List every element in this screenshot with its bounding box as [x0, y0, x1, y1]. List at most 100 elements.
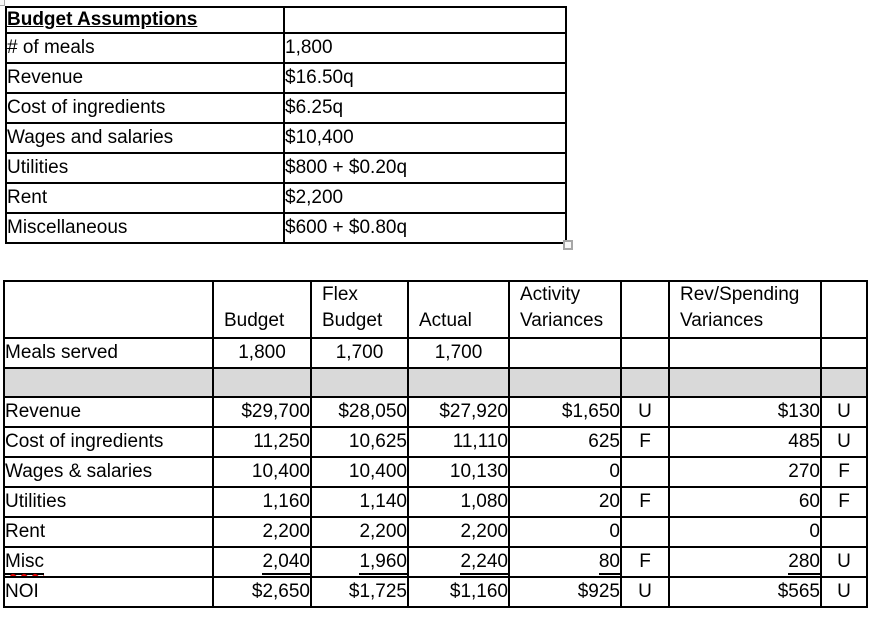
rev-spending-variance-cell: 0: [668, 516, 822, 548]
spacer-cell: [212, 367, 312, 398]
row-label-cell: Cost of ingredients: [5, 92, 285, 124]
row-label-cell: Meals served: [3, 337, 214, 369]
row-value-cell: 1,800: [283, 32, 567, 64]
header-rev-spending-variances: Rev/Spending Variances: [668, 280, 822, 339]
rev-spending-flag-cell: [820, 516, 868, 548]
activity-variance-cell: 20: [508, 486, 622, 518]
activity-flag-cell: [620, 456, 670, 488]
row-label-cell: Wages and salaries: [5, 122, 285, 154]
meals-budget-cell: 1,800: [212, 337, 312, 369]
row-utilities: Utilities 1,160 1,140 1,080 20 F 60 F: [3, 486, 868, 518]
rev-spending-flag-cell: U: [820, 396, 868, 428]
misc-label-spellcheck: Misc: [6, 551, 45, 575]
row-rent: Rent 2,200 2,200 2,200 0 0: [3, 516, 868, 548]
flex-budget-cell: 1,140: [310, 486, 409, 518]
row-label-cell: Utilities: [5, 152, 285, 184]
rev-spending-variance-cell: 270: [668, 456, 822, 488]
actual-cell: 2,200: [407, 516, 510, 548]
row-label-cell: Rent: [3, 516, 214, 548]
rev-spending-variance-cell: $130: [668, 396, 822, 428]
budget-cell: $2,650: [212, 576, 312, 608]
budget-cell: 11,250: [212, 426, 312, 458]
flex-budget-cell: $1,725: [310, 576, 409, 608]
row-value-cell: $2,200: [283, 182, 567, 214]
spacer-cell: [820, 367, 868, 398]
header-actual: Actual: [407, 280, 510, 339]
row-label-cell: Revenue: [3, 396, 214, 428]
underlined-value: 280: [788, 551, 819, 575]
row-ingredients-assumption: Cost of ingredients $6.25q: [5, 92, 567, 124]
variance-table: Budget Flex Budget Actual Activity Varia…: [3, 280, 868, 608]
row-label-cell: Misc: [3, 546, 214, 578]
budget-cell: $29,700: [212, 396, 312, 428]
assumptions-title-cell: Budget Assumptions: [5, 6, 285, 34]
budget-assumptions-table: Budget Assumptions # of meals 1,800 Reve…: [5, 6, 567, 244]
rev-spending-variance-cell: 280: [668, 546, 822, 578]
row-value-cell: $800 + $0.20q: [283, 152, 567, 184]
actual-cell: 11,110: [407, 426, 510, 458]
row-rent-assumption: Rent $2,200: [5, 182, 567, 214]
row-meals-served: Meals served 1,800 1,700 1,700: [3, 337, 868, 369]
rev-spending-variance-cell: 485: [668, 426, 822, 458]
activity-flag-cell: U: [620, 396, 670, 428]
variance-header-row: Budget Flex Budget Actual Activity Varia…: [3, 280, 868, 339]
meals-flex-budget-cell: 1,700: [310, 337, 409, 369]
table-move-handle-fragment[interactable]: [0, 0, 5, 6]
row-label-cell: Miscellaneous: [5, 212, 285, 244]
actual-cell: $27,920: [407, 396, 510, 428]
row-label-cell: Utilities: [3, 486, 214, 518]
row-value-cell: $10,400: [283, 122, 567, 154]
row-label-cell: # of meals: [5, 32, 285, 64]
row-wages-assumption: Wages and salaries $10,400: [5, 122, 567, 154]
spacer-cell: [3, 367, 214, 398]
empty-cell: [820, 337, 868, 369]
budget-cell: 10,400: [212, 456, 312, 488]
actual-cell: 2,240: [407, 546, 510, 578]
flex-budget-cell: $28,050: [310, 396, 409, 428]
spacer-cell: [508, 367, 622, 398]
header-empty-cell: [3, 280, 214, 339]
empty-cell: [668, 337, 822, 369]
row-utilities-assumption: Utilities $800 + $0.20q: [5, 152, 567, 184]
budget-cell: 2,040: [212, 546, 312, 578]
empty-cell: [283, 6, 567, 34]
rev-spending-variance-cell: 60: [668, 486, 822, 518]
shaded-spacer-row: [3, 367, 868, 398]
row-label-cell: Wages & salaries: [3, 456, 214, 488]
row-label-cell: Revenue: [5, 62, 285, 94]
rev-spending-variance-cell: $565: [668, 576, 822, 608]
rev-spending-flag-cell: U: [820, 546, 868, 578]
row-value-cell: $16.50q: [283, 62, 567, 94]
spacer-cell: [407, 367, 510, 398]
rev-spending-flag-cell: U: [820, 576, 868, 608]
row-wages-salaries: Wages & salaries 10,400 10,400 10,130 0 …: [3, 456, 868, 488]
flex-budget-cell: 1,960: [310, 546, 409, 578]
spacer-cell: [310, 367, 409, 398]
header-empty-cell: [820, 280, 868, 339]
header-budget: Budget: [212, 280, 312, 339]
row-value-cell: $6.25q: [283, 92, 567, 124]
activity-flag-cell: U: [620, 576, 670, 608]
header-activity-variances: Activity Variances: [508, 280, 622, 339]
header-empty-cell: [620, 280, 670, 339]
header-flex-budget: Flex Budget: [310, 280, 409, 339]
row-value-cell: $600 + $0.80q: [283, 212, 567, 244]
rev-spending-flag-cell: F: [820, 486, 868, 518]
table-resize-handle[interactable]: [563, 240, 573, 250]
row-label-cell: Rent: [5, 182, 285, 214]
row-revenue: Revenue $29,700 $28,050 $27,920 $1,650 U…: [3, 396, 868, 428]
row-noi: NOI $2,650 $1,725 $1,160 $925 U $565 U: [3, 576, 868, 608]
rev-spending-flag-cell: F: [820, 456, 868, 488]
row-revenue-assumption: Revenue $16.50q: [5, 62, 567, 94]
budget-cell: 1,160: [212, 486, 312, 518]
activity-flag-cell: F: [620, 426, 670, 458]
flex-budget-cell: 10,400: [310, 456, 409, 488]
assumptions-title: Budget Assumptions: [7, 9, 198, 30]
underlined-value: 2,040: [262, 551, 309, 575]
flex-budget-cell: 10,625: [310, 426, 409, 458]
empty-cell: [620, 337, 670, 369]
actual-cell: 1,080: [407, 486, 510, 518]
empty-cell: [508, 337, 622, 369]
actual-cell: $1,160: [407, 576, 510, 608]
row-label-cell: NOI: [3, 576, 214, 608]
